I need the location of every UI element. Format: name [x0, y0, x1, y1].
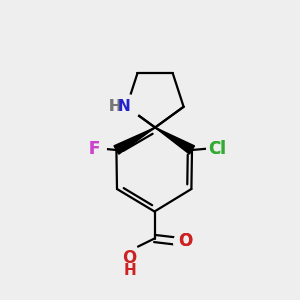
Text: Cl: Cl	[208, 140, 226, 158]
Polygon shape	[114, 128, 155, 154]
Text: O: O	[122, 249, 137, 267]
Text: H: H	[123, 263, 136, 278]
Text: O: O	[178, 232, 193, 250]
Text: O: O	[122, 249, 137, 267]
Text: Cl: Cl	[208, 140, 226, 158]
Text: H: H	[123, 263, 136, 278]
Text: O: O	[178, 232, 193, 250]
Text: F: F	[88, 140, 100, 158]
Polygon shape	[155, 128, 194, 154]
Text: H: H	[108, 99, 121, 114]
Text: F: F	[88, 140, 100, 158]
Text: N: N	[117, 99, 130, 114]
Text: N: N	[117, 99, 130, 114]
Text: H: H	[108, 99, 121, 114]
